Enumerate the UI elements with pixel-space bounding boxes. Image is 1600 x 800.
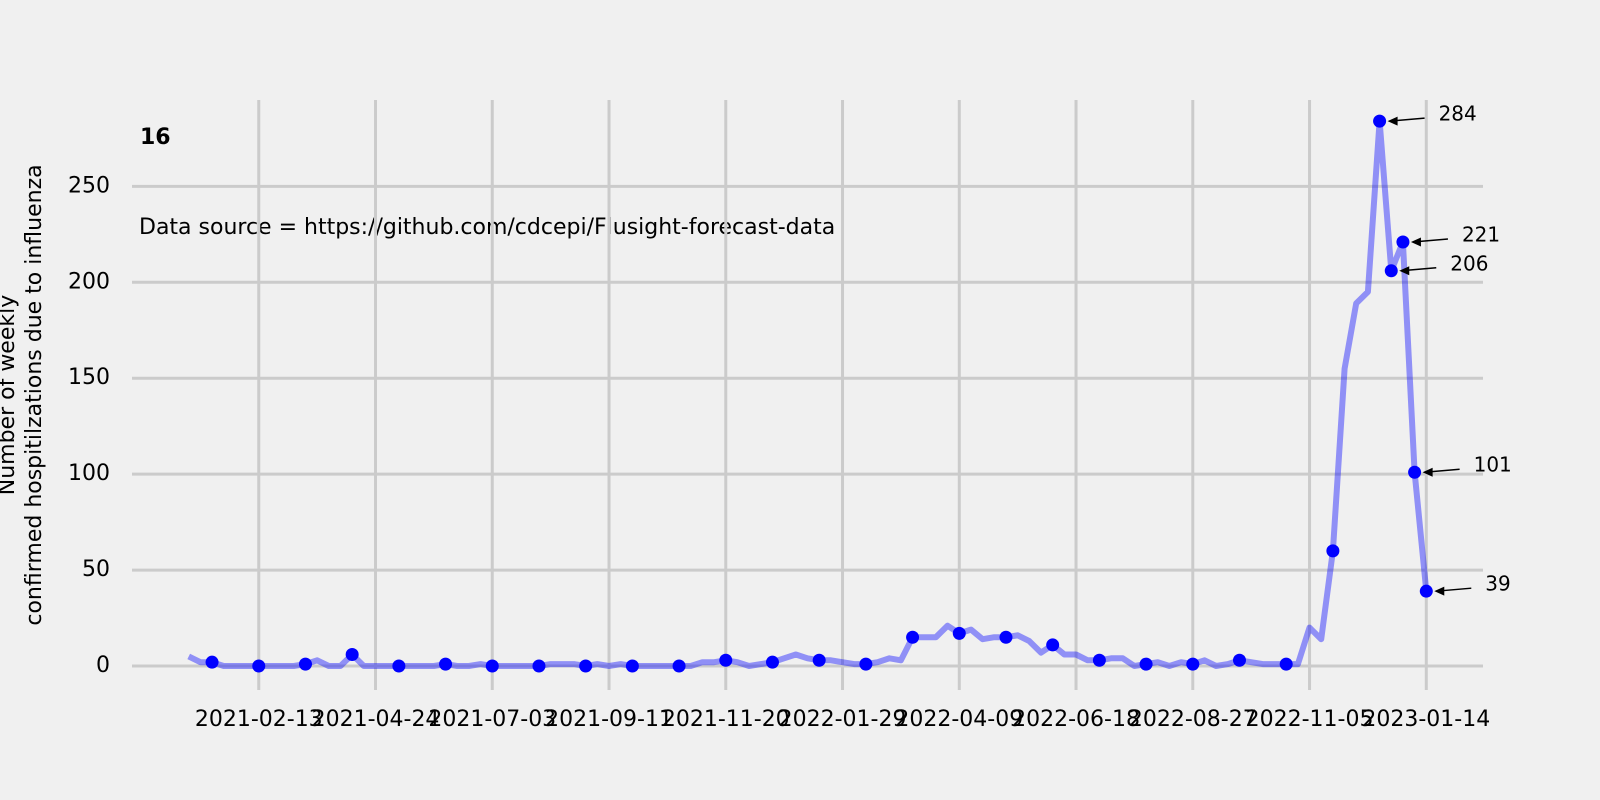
x-tick-label: 2021-04-24: [312, 707, 440, 732]
arrow-head: [1399, 266, 1410, 276]
marker: [719, 653, 733, 667]
y-axis-label: Number of weekly: [0, 295, 20, 496]
marker: [485, 659, 499, 673]
marker: [1408, 465, 1422, 479]
marker: [439, 657, 453, 671]
marker: [1139, 657, 1153, 671]
marker: [345, 648, 359, 662]
y-axis-label: confirmed hospitilzations due to influen…: [22, 164, 47, 625]
x-tick-label: 2022-08-27: [1129, 707, 1257, 732]
marker: [906, 630, 920, 644]
data-label: 39: [1485, 572, 1510, 596]
arrow-head: [1434, 586, 1445, 596]
x-tick-label: 2021-07-03: [428, 707, 556, 732]
marker: [859, 657, 873, 671]
marker: [1373, 114, 1387, 128]
marker: [1279, 657, 1293, 671]
marker: [1396, 235, 1410, 249]
data-label: 101: [1474, 453, 1512, 477]
y-tick-label: 250: [68, 173, 110, 198]
data-label: 284: [1439, 102, 1477, 126]
marker: [205, 655, 219, 669]
y-tick-label: 100: [68, 461, 110, 486]
data-label: 206: [1450, 251, 1488, 275]
x-tick-label: 2022-06-18: [1012, 707, 1140, 732]
x-tick-label: 2022-04-09: [895, 707, 1023, 732]
x-tick-label: 2021-02-13: [195, 707, 323, 732]
marker: [999, 630, 1013, 644]
marker: [765, 655, 779, 669]
y-tick-label: 200: [68, 269, 110, 294]
y-tick-label: 0: [96, 653, 110, 678]
data-label: 221: [1462, 222, 1500, 246]
marker: [672, 659, 686, 673]
y-tick-label: 50: [82, 557, 110, 582]
marker: [952, 626, 966, 640]
y-tick-label: 150: [68, 365, 110, 390]
marker: [1092, 653, 1106, 667]
marker: [1384, 264, 1398, 278]
marker: [579, 659, 593, 673]
marker: [298, 657, 312, 671]
marker: [1046, 638, 1060, 652]
marker: [1419, 584, 1433, 598]
marker: [252, 659, 266, 673]
x-tick-label: 2021-09-11: [545, 707, 673, 732]
marker: [1186, 657, 1200, 671]
chart-title: 16: [140, 125, 171, 150]
x-tick-label: 2022-11-05: [1246, 707, 1374, 732]
arrow-head: [1387, 116, 1398, 126]
marker: [392, 659, 406, 673]
marker: [1232, 653, 1246, 667]
x-tick-label: 2021-11-20: [662, 707, 790, 732]
marker: [625, 659, 639, 673]
annotation: Data source = https://github.com/cdcepi/…: [139, 215, 835, 240]
x-tick-label: 2022-01-29: [779, 707, 907, 732]
marker: [812, 653, 826, 667]
marker: [1326, 544, 1340, 558]
marker: [532, 659, 546, 673]
x-tick-label: 2023-01-14: [1362, 707, 1490, 732]
arrow-head: [1410, 237, 1421, 247]
arrow-head: [1422, 467, 1433, 477]
